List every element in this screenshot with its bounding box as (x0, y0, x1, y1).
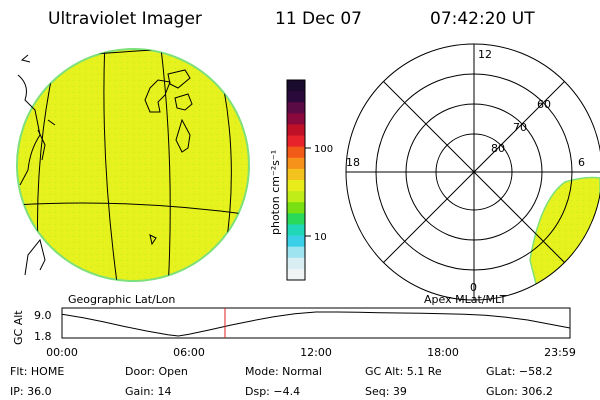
colorbar-swatch (287, 146, 305, 159)
colorbar-swatch (287, 202, 305, 214)
colorbar-swatch (287, 124, 305, 137)
altitude-x-tick-label: 18:00 (427, 346, 459, 359)
colorbar-swatch (287, 102, 305, 114)
colorbar-label-100: 100 (314, 144, 333, 155)
colorbar-swatch (287, 135, 305, 148)
status-footer: Flt: HOME Door: Open Mode: Normal GC Alt… (10, 365, 553, 398)
coastlines (17, 54, 193, 276)
mlat-label-60: 60 (537, 98, 551, 111)
altitude-y-tick-1-8: 1.8 (34, 330, 52, 343)
colorbar-swatch (287, 157, 305, 170)
geographic-image: Geographic Lat/Lon (16, 48, 250, 306)
right-panel-caption: Apex MLat/MLT (424, 293, 507, 306)
altitude-chart: GC Alt 9.0 1.8 00:00 06:00 12:00 18:00 23:59 (12, 307, 576, 359)
altitude-y-tick-9: 9.0 (34, 309, 52, 322)
altitude-x-tick-label: 23:59 (544, 346, 576, 359)
altitude-x-ticks: 00:00 06:00 12:00 18:00 23:59 (46, 346, 576, 359)
colorbar-swatch (287, 235, 305, 248)
status-mode: Mode: Normal (245, 365, 322, 378)
colorbar-swatch (287, 91, 305, 103)
altitude-x-tick-label: 06:00 (173, 346, 205, 359)
altitude-series-line (61, 311, 571, 337)
polar-plot: 12 0 18 6 60 70 80 Apex MLat/MLT (345, 43, 600, 306)
colorbar-frame (286, 79, 306, 281)
colorbar-swatch (287, 80, 305, 92)
status-seq: Seq: 39 (365, 385, 407, 398)
left-panel-caption: Geographic Lat/Lon (68, 293, 175, 306)
altitude-x-tick-label: 00:00 (46, 346, 78, 359)
colorbar: 100 10 photon cm⁻²s⁻¹ (269, 79, 333, 281)
mlat-label-70: 70 (513, 121, 527, 134)
status-glat: GLat: −58.2 (486, 365, 553, 378)
colorbar-swatch (287, 246, 305, 259)
altitude-x-tick-label: 12:00 (300, 346, 332, 359)
mlt-line-diag-2 (383, 81, 565, 263)
mlt-label-0: 0 (470, 281, 477, 294)
status-flt: Flt: HOME (10, 365, 64, 378)
altitude-plot-frame (61, 307, 571, 339)
colorbar-swatch (287, 191, 305, 203)
mlt-label-18: 18 (346, 156, 360, 169)
mlt-label-12: 12 (478, 48, 492, 61)
colorbar-swatch (287, 180, 305, 192)
colorbar-swatch (287, 213, 305, 225)
mlt-label-6: 6 (578, 156, 585, 169)
mlat-label-80: 80 (491, 142, 505, 155)
colorbar-unit-label: photon cm⁻²s⁻¹ (269, 150, 282, 235)
instrument-title: Ultraviolet Imager (48, 9, 202, 29)
time-label: 07:42:20 UT (430, 9, 535, 29)
colorbar-swatch (287, 224, 305, 237)
colorbar-swatch (287, 257, 305, 270)
colorbar-label-10: 10 (314, 232, 327, 243)
earth-disk (16, 48, 250, 282)
colorbar-strip (287, 80, 305, 281)
status-gc-alt: GC Alt: 5.1 Re (365, 365, 442, 378)
status-gain: Gain: 14 (125, 385, 172, 398)
date-label: 11 Dec 07 (275, 9, 362, 29)
status-ip: IP: 36.0 (10, 385, 52, 398)
status-dsp: Dsp: −4.4 (245, 385, 300, 398)
colorbar-swatch (287, 168, 305, 181)
colorbar-swatch (287, 268, 305, 281)
status-door: Door: Open (125, 365, 188, 378)
altitude-y-axis-label: GC Alt (12, 310, 25, 345)
status-glon: GLon: 306.2 (486, 385, 553, 398)
polar-grid (345, 43, 600, 301)
colorbar-swatch (287, 113, 305, 125)
